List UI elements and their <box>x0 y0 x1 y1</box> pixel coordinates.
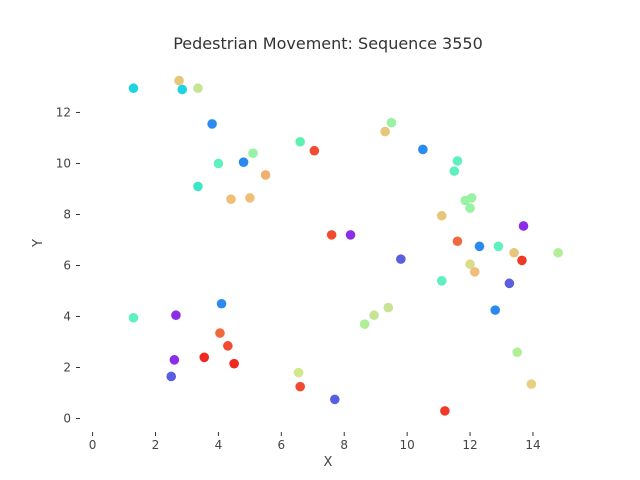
data-point <box>518 221 529 231</box>
x-tick-label: 12 <box>462 438 477 452</box>
data-point <box>260 170 271 180</box>
x-tick-label: 2 <box>152 438 160 452</box>
x-tick-label: 10 <box>399 438 414 452</box>
data-point <box>466 193 477 203</box>
data-point <box>215 328 225 338</box>
data-point <box>326 230 337 240</box>
y-tick-label: 4 <box>63 310 71 324</box>
data-points <box>128 75 563 416</box>
data-point <box>490 305 501 315</box>
data-point <box>386 117 397 128</box>
data-point <box>369 310 379 321</box>
data-point <box>207 119 217 129</box>
data-point <box>295 381 305 392</box>
data-point <box>248 148 258 159</box>
data-point <box>329 394 340 405</box>
data-point <box>452 156 463 166</box>
x-axis-label: X <box>324 455 333 470</box>
data-point <box>177 84 188 95</box>
data-point <box>216 298 227 309</box>
data-point <box>238 157 249 167</box>
x-tick-label: 6 <box>277 438 285 452</box>
y-tick-label: 6 <box>63 258 71 272</box>
data-point <box>193 83 203 94</box>
data-point <box>436 275 447 286</box>
y-axis: 0 2 4 6 8 10 12 <box>56 105 80 426</box>
y-tick-label: 12 <box>56 105 71 119</box>
y-tick-label: 0 <box>63 412 71 426</box>
chart-title: Pedestrian Movement: Sequence 3550 <box>173 34 483 53</box>
data-point <box>226 194 236 204</box>
x-tick-label: 4 <box>215 438 223 452</box>
data-point <box>418 144 428 155</box>
data-point <box>469 267 480 277</box>
data-point <box>512 347 523 358</box>
data-point <box>166 371 177 382</box>
data-point <box>517 255 527 266</box>
data-point <box>526 379 537 389</box>
data-point <box>474 241 485 252</box>
data-point <box>449 166 460 176</box>
y-axis-label: Y <box>31 239 46 248</box>
data-point <box>396 254 406 264</box>
data-point <box>345 230 356 240</box>
data-point <box>128 83 139 94</box>
data-point <box>493 241 504 252</box>
y-tick-label: 2 <box>63 361 71 375</box>
x-axis: 0 2 4 6 8 10 12 14 <box>89 432 541 452</box>
data-point <box>380 126 390 137</box>
data-point <box>509 247 519 258</box>
data-point <box>383 302 394 313</box>
data-point <box>293 367 304 378</box>
data-point <box>229 358 239 369</box>
data-point <box>245 193 255 203</box>
data-point <box>193 181 203 192</box>
data-point <box>171 310 181 321</box>
data-point <box>504 278 515 289</box>
data-point <box>440 406 450 416</box>
x-tick-label: 14 <box>525 438 540 452</box>
data-point <box>452 236 463 247</box>
data-point <box>169 355 180 365</box>
data-point <box>199 352 210 363</box>
x-tick-label: 8 <box>340 438 348 452</box>
x-tick-label: 0 <box>89 438 97 452</box>
data-point <box>309 145 320 156</box>
data-point <box>359 319 370 329</box>
data-point <box>223 341 233 351</box>
y-tick-label: 10 <box>56 156 71 170</box>
data-point <box>436 210 447 221</box>
y-tick-label: 8 <box>63 207 71 221</box>
data-point <box>295 136 305 147</box>
data-point <box>465 259 475 270</box>
data-point <box>465 203 475 213</box>
data-point <box>174 75 184 86</box>
data-point <box>128 312 139 323</box>
data-point <box>213 158 224 169</box>
data-point <box>553 247 563 258</box>
